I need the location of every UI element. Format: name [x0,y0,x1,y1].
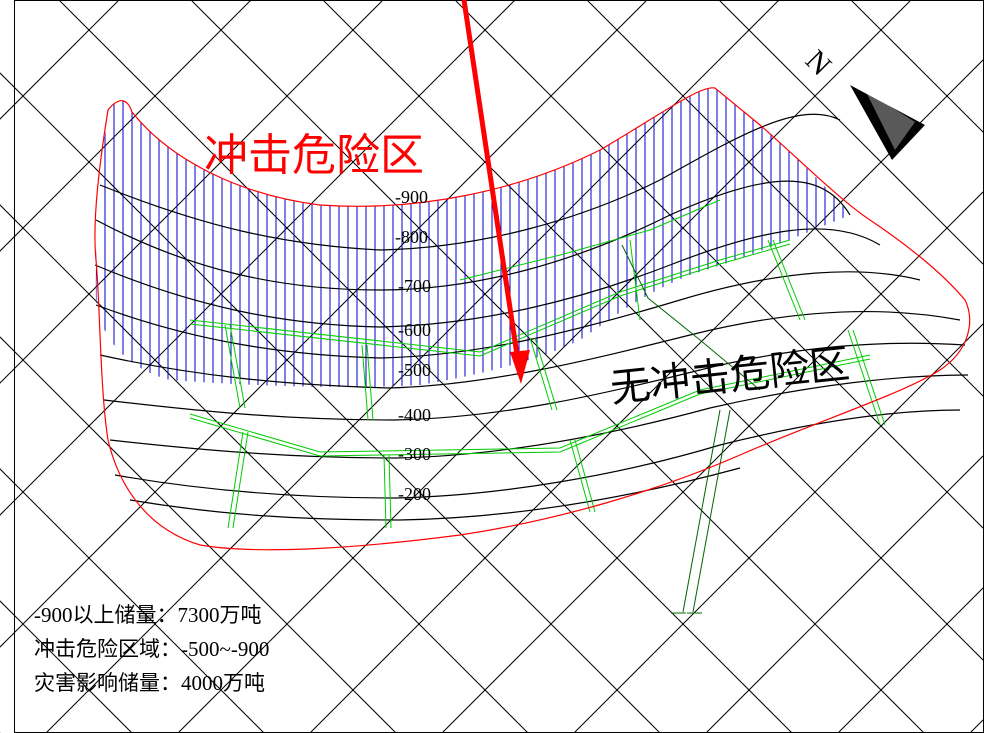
grid-line [58,0,793,733]
contour-200 [114,409,961,499]
shafts [621,244,761,614]
red-arrow-shaft [461,0,523,376]
grid-line [0,0,384,384]
grid-line [0,336,397,733]
depth-label: -200 [398,484,431,504]
grid-line [454,0,984,530]
depth-label: -500 [398,360,431,380]
grid-line [309,58,984,733]
roadways [189,199,886,529]
depth-label: -600 [398,320,431,340]
field-boundary [94,87,971,551]
contour-800 [95,180,851,291]
stat-affected-reserve: 灾害影响储量：4000万吨 [34,671,265,695]
stat-reserve-above: -900以上储量：7300万吨 [34,603,262,627]
grid-line [718,0,984,266]
stat-danger-range: 冲击危险区域：-500~-900 [34,637,270,661]
reserve-stats: -900以上储量：7300万吨 冲击危险区域：-500~-900 灾害影响储量：… [34,598,269,700]
grid-line [177,0,912,733]
depth-label: -300 [398,444,431,464]
north-arrow-icon [850,85,925,160]
grid-line [850,0,984,134]
north-label: N [799,44,838,83]
contour-400 [103,342,966,421]
grid-line [0,0,252,252]
grid-line [705,454,984,733]
grid-line [322,0,984,662]
contour-300 [109,374,969,459]
depth-label: -800 [395,227,428,247]
grid-line [969,718,984,733]
grid-line [573,322,984,733]
grid-line [586,0,984,398]
grid-line [441,190,984,733]
danger-zone-label: 冲击危险区 [204,130,424,181]
depth-label: -900 [395,187,428,207]
grid-line [0,468,265,733]
grid-line [837,586,984,733]
depth-label: -400 [398,405,431,425]
red-arrow-head [510,350,530,384]
grid-line [0,0,516,516]
contour-900 [99,113,841,251]
grid-line [0,0,648,648]
safe-zone-label: 无冲击危险区 [608,341,851,412]
depth-label: -700 [398,276,431,296]
grid-line [45,0,780,733]
grid-line [0,600,133,733]
